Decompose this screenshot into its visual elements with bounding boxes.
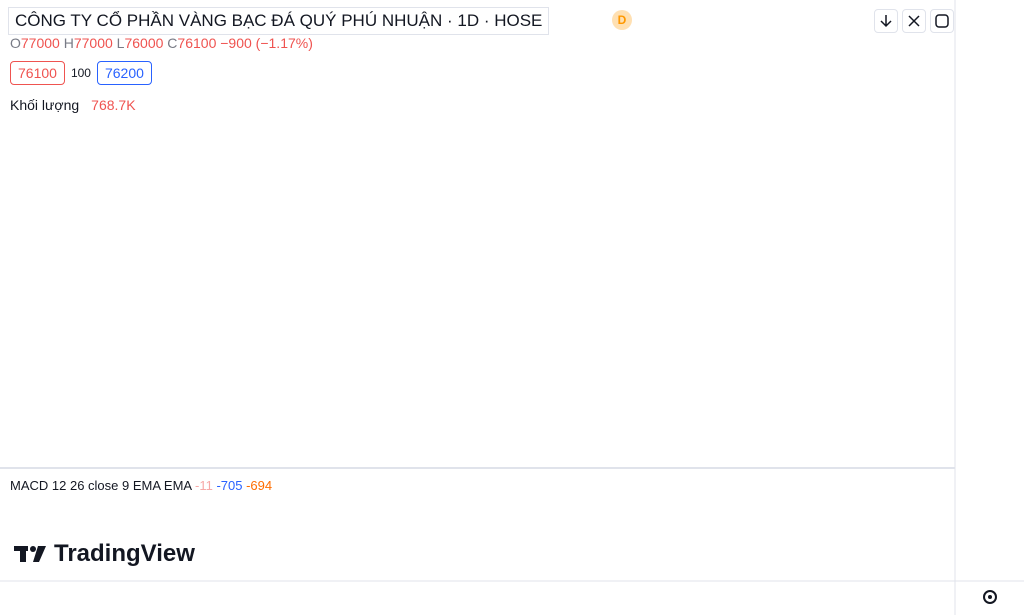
watermark: TradingView [14,540,195,568]
buy-button[interactable]: 76200 [96,61,152,85]
settings-gear[interactable] [983,590,997,604]
macd-hist-value: -11 [194,478,213,493]
ohlc-value: 76100 [177,35,217,51]
logo-part [33,546,46,562]
icon [880,15,892,28]
macd-legend: MACD 12 26 close 9 EMA EMA -11 -705 -694 [10,478,272,493]
logo-part [30,546,36,552]
volume-label: Khối lượng [10,97,80,113]
expand-icon [908,15,920,27]
quote: 76100 100 76200 [10,61,152,85]
ohlc-key: O [10,35,21,51]
icon [908,15,920,27]
logo-part [20,546,26,562]
arrow-down-icon [880,15,892,28]
ohlc-legend: O77000 H77000 L76000 C76100 −900 (−1.17%… [10,35,313,51]
ohlc-change: −900 (−1.17%) [220,35,313,51]
macd-line-value: -705 [216,478,243,493]
ohlc-key: H [63,35,74,51]
signal-line-value: -694 [246,478,273,493]
symbol-title: CÔNG TY CỔ PHẦN VÀNG BẠC ĐÁ QUÝ PHÚ NHUẬ… [8,7,550,35]
ohlc-value: 77000 [73,35,113,51]
icon [935,14,949,28]
spread: 100 [70,66,91,80]
volume-value: 768.7K [91,97,136,113]
ohlc-value: 76000 [124,35,164,51]
settings-gear-center[interactable] [988,595,992,599]
ohlc-value: 77000 [20,35,60,51]
settings-icon[interactable] [983,590,997,604]
maximize-icon [935,14,949,28]
data-badge[interactable]: D [612,10,632,30]
toolbar-button[interactable] [874,9,898,33]
volume-legend: Khối lượng 768.7K [10,97,136,113]
toolbar-button[interactable] [902,9,926,33]
watermark-logo [14,546,46,562]
watermark-text: TradingView [54,540,195,567]
ohlc-key: L [116,35,125,51]
ohlc-key: C [167,35,178,51]
macd-title: MACD 12 26 close 9 EMA EMA [10,478,192,493]
toolbar-button[interactable] [930,9,954,33]
sell-button[interactable]: 76100 [10,61,65,85]
